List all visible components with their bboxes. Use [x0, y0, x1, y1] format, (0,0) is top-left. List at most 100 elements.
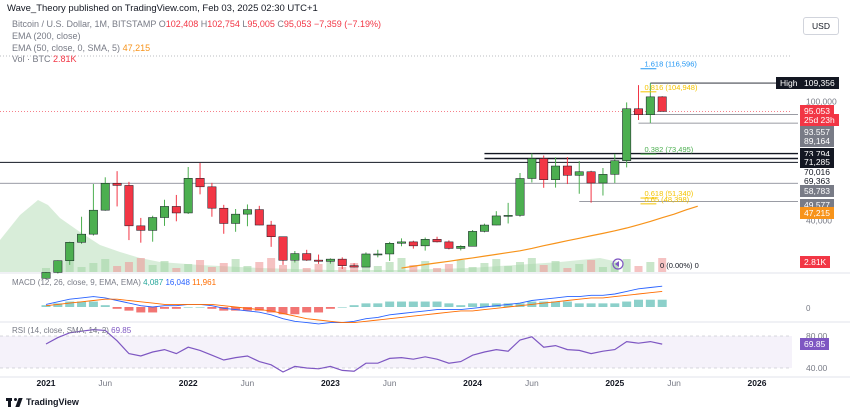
candle-body-2023-03 — [385, 243, 395, 255]
volume-bar — [622, 259, 631, 272]
candle-body-2022-05 — [266, 224, 276, 237]
candle-body-2023-12 — [491, 215, 501, 226]
volume-bar — [326, 260, 335, 272]
macd-hist-bar — [302, 307, 312, 313]
candle-body-2024-01 — [503, 215, 513, 217]
macd-hist-bar — [148, 307, 158, 313]
price-tick: 40,000 — [806, 215, 832, 225]
volume-bar — [65, 260, 74, 272]
macd-hist-bar — [325, 307, 335, 309]
rsi-tick: 80.00 — [806, 331, 828, 341]
candle-body-2021-03 — [100, 182, 110, 211]
macd-hist-bar — [373, 303, 383, 307]
macd-hist-bar — [100, 305, 110, 307]
price-badge-47215: 47,215 — [800, 207, 834, 220]
price-badge-95053: 95,053 — [800, 105, 834, 118]
price-badge-109356: 109,356 — [800, 77, 839, 90]
candle-body-2022-07 — [290, 253, 300, 261]
candle-body-2022-01 — [219, 207, 229, 224]
price-badge-69363: 69,363 — [804, 176, 830, 187]
candle-body-2022-02 — [231, 213, 241, 224]
macd-hist-bar — [254, 307, 264, 311]
macd-hist-bar — [219, 307, 229, 311]
time-tick-jun: Jun — [98, 378, 112, 388]
price-change: −7,359 (−7.19%) — [313, 19, 381, 29]
candle-body-2022-10 — [325, 258, 335, 262]
macd-hist-bar — [444, 303, 454, 307]
macd-hist-value: 4,087 — [143, 278, 164, 287]
candle-body-2022-06 — [278, 236, 288, 261]
ema50-label: EMA (50, close, 0, SMA, 5) — [12, 43, 121, 53]
volume-bar — [89, 263, 98, 272]
candle-body-2024-06 — [562, 165, 572, 176]
candle-body-2023-02 — [373, 253, 383, 256]
candle-body-2022-08 — [302, 253, 312, 261]
macd-hist-bar — [242, 307, 252, 311]
time-tick-jun: Jun — [241, 378, 255, 388]
macd-hist-bar — [385, 301, 395, 307]
candle-body-2021-08 — [160, 206, 169, 218]
macd-hist-bar — [112, 307, 122, 309]
macd-hist-bar — [622, 301, 632, 307]
volume-bar — [267, 258, 276, 272]
time-tick-jun: Jun — [525, 378, 539, 388]
candle-body-2023-04 — [397, 241, 406, 244]
macd-hist-bar — [337, 307, 347, 308]
candlestick-series[interactable] — [41, 83, 667, 279]
candle-body-2020-10 — [41, 272, 51, 279]
price-badge-71285: 71,285 — [800, 156, 834, 169]
candle-body-2021-02 — [88, 209, 98, 235]
macd-hist-bar — [278, 307, 288, 315]
fib-levels: 1.618 (116,596) 0.816 (104,948) 0.382 (73,… — [612, 60, 699, 270]
candle-body-2021-11 — [195, 178, 205, 188]
candle-body-2023-08 — [444, 241, 454, 249]
candle-body-2023-01 — [361, 253, 371, 268]
candle-body-2024-02 — [515, 178, 525, 216]
price-axis: 100,000 40,000 80.00 40.00 — [806, 97, 837, 373]
time-tick-jun: Jun — [667, 378, 681, 388]
macd-hist-bar — [160, 307, 169, 309]
candle-body-2021-07 — [148, 217, 158, 231]
macd-pane — [41, 285, 667, 325]
macd-hist-bar — [420, 301, 430, 307]
volume-bar — [480, 263, 489, 272]
volume-bar — [42, 268, 50, 272]
candle-body-2023-11 — [480, 224, 489, 232]
macd-hist-bar — [479, 303, 489, 307]
currency-button[interactable]: USD — [803, 17, 839, 35]
volume-bar — [539, 265, 548, 272]
macd-label: MACD (12, 26, close, 9, EMA, EMA) — [12, 278, 141, 287]
ema50-value: 47,215 — [122, 43, 151, 53]
volume-bar — [492, 259, 501, 272]
ohlc-value-o: 102,408 — [165, 19, 199, 29]
volume-bar — [444, 264, 453, 272]
rsi-tick: 40.00 — [806, 363, 828, 373]
ohlc-value-c: 95,053 — [283, 19, 312, 29]
macd-hist-bar — [645, 299, 655, 307]
candle-body-2022-11 — [337, 258, 347, 266]
macd-hist-bar — [610, 303, 620, 307]
macd-hist-bar — [195, 307, 205, 308]
fib-label-0: 1.618 (116,596) — [645, 60, 698, 69]
volume-bar — [646, 262, 655, 272]
time-tick-2023: 2023 — [321, 378, 340, 388]
time-tick-2022: 2022 — [179, 378, 198, 388]
ohlc-key-h: H — [198, 19, 208, 29]
macd-hist-bar — [136, 307, 146, 313]
volume-bar — [504, 266, 513, 272]
macd-hist-bar — [207, 307, 217, 309]
macd-signal-line — [45, 290, 663, 324]
volume-bar — [290, 261, 299, 272]
macd-hist-bar — [183, 307, 193, 308]
macd-hist-bar — [539, 301, 549, 307]
macd-hist-bar — [456, 305, 466, 307]
macd-hist-bar — [586, 303, 596, 307]
fib-label-1: 0.816 (104,948) — [645, 83, 698, 92]
macd-hist-bar — [468, 303, 478, 307]
volume-bar — [243, 266, 252, 272]
price-badge-281K: 2.81K — [800, 256, 831, 269]
macd-hist-bar — [657, 299, 667, 307]
volume-bar — [527, 258, 536, 272]
candle-body-2024-07 — [574, 171, 584, 176]
